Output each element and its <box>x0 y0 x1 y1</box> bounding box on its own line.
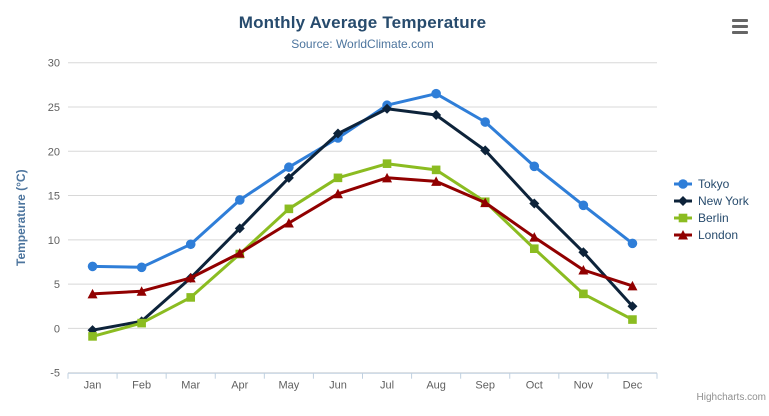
data-point-tokyo[interactable] <box>234 195 245 205</box>
legend-label: Berlin <box>698 210 729 225</box>
y-axis-title: Temperature (°C) <box>14 169 28 266</box>
data-point-new-york[interactable] <box>431 109 442 120</box>
data-point-london[interactable] <box>283 218 294 228</box>
x-axis-tick-label: May <box>278 380 299 392</box>
series-line-new-york[interactable] <box>91 107 634 332</box>
y-axis-tick-label: 20 <box>48 146 60 158</box>
legend-symbol-marker[interactable] <box>678 229 688 240</box>
legend-symbol-marker[interactable] <box>678 178 688 189</box>
y-axis-tick-label: -5 <box>50 368 60 380</box>
data-point-tokyo[interactable] <box>627 238 638 249</box>
legend-label: Tokyo <box>698 176 730 191</box>
data-point-london[interactable] <box>627 280 638 291</box>
data-point-london[interactable] <box>529 232 540 242</box>
x-axis-tick-label: Jul <box>380 380 394 392</box>
data-point-tokyo[interactable] <box>87 261 98 272</box>
hamburger-icon <box>732 25 748 28</box>
data-point-new-york[interactable] <box>332 128 343 139</box>
y-axis-tick-label: 30 <box>48 58 60 70</box>
data-point-new-york[interactable] <box>480 145 491 156</box>
legend-label: New York <box>698 193 749 208</box>
data-point-tokyo[interactable] <box>529 161 540 172</box>
data-point-tokyo[interactable] <box>578 200 589 211</box>
x-axis-tick-label: Oct <box>526 380 543 392</box>
data-point-tokyo[interactable] <box>431 88 441 99</box>
circle-legend-symbol <box>674 178 692 189</box>
x-axis-tick-label: Jan <box>84 380 102 392</box>
data-point-london[interactable] <box>234 248 245 258</box>
data-point-berlin[interactable] <box>431 165 441 175</box>
x-axis-tick-label: Mar <box>181 380 200 392</box>
data-point-london[interactable] <box>431 176 442 186</box>
data-point-tokyo[interactable] <box>185 239 196 250</box>
hamburger-icon <box>732 31 748 34</box>
data-point-berlin[interactable] <box>333 173 343 183</box>
triangle-legend-symbol <box>674 229 692 240</box>
legend-symbol-marker[interactable] <box>678 195 688 206</box>
x-axis-tick-label: Nov <box>574 380 594 392</box>
x-axis-tick-label: Jun <box>329 380 347 392</box>
legend-item-berlin[interactable]: Berlin <box>673 209 749 226</box>
data-point-london[interactable] <box>480 197 491 208</box>
data-point-london[interactable] <box>332 188 343 199</box>
data-point-berlin[interactable] <box>579 289 588 299</box>
data-point-tokyo[interactable] <box>136 262 147 273</box>
series-line-berlin[interactable] <box>91 162 634 338</box>
data-point-new-york[interactable] <box>578 247 589 258</box>
data-point-london[interactable] <box>382 172 393 183</box>
data-point-london[interactable] <box>578 264 589 275</box>
data-point-new-york[interactable] <box>627 301 638 312</box>
data-point-new-york[interactable] <box>234 223 245 234</box>
data-point-tokyo[interactable] <box>284 162 294 173</box>
data-point-london[interactable] <box>185 272 196 283</box>
chart-title: Monthly Average Temperature <box>238 13 487 32</box>
y-axis-tick-label: 0 <box>54 323 60 335</box>
x-axis-tick-label: Feb <box>132 380 151 392</box>
y-axis-tick-label: 15 <box>48 191 60 203</box>
legend-item-tokyo[interactable]: Tokyo <box>673 175 749 192</box>
legend: Tokyo New York Berlin London <box>673 175 749 243</box>
legend-item-new-york[interactable]: New York <box>673 192 749 209</box>
data-point-berlin[interactable] <box>186 293 196 302</box>
legend-label: London <box>698 227 739 242</box>
data-point-new-york[interactable] <box>382 103 393 114</box>
legend-symbol-marker[interactable] <box>678 213 688 222</box>
x-axis-tick-label: Aug <box>426 380 446 392</box>
x-axis-tick-label: Apr <box>231 380 248 392</box>
data-point-new-york[interactable] <box>529 198 540 209</box>
data-point-berlin[interactable] <box>88 332 97 341</box>
square-legend-symbol <box>674 213 692 222</box>
x-axis-tick-label: Dec <box>623 380 643 392</box>
data-point-berlin[interactable] <box>529 244 539 253</box>
chart-subtitle: Source: WorldClimate.com <box>291 37 434 51</box>
data-point-tokyo[interactable] <box>480 117 491 127</box>
hamburger-icon <box>732 19 748 22</box>
x-axis-tick-label: Sep <box>475 380 495 392</box>
data-point-berlin[interactable] <box>382 159 392 168</box>
data-point-london[interactable] <box>87 288 98 299</box>
y-axis-tick-label: 25 <box>48 102 60 114</box>
diamond-legend-symbol <box>674 195 692 206</box>
legend-item-london[interactable]: London <box>673 226 749 243</box>
credits-link[interactable]: Highcharts.com <box>696 392 766 403</box>
y-axis-tick-label: 5 <box>54 279 60 291</box>
y-axis-tick-label: 10 <box>48 235 60 247</box>
data-point-berlin[interactable] <box>628 315 637 324</box>
data-point-new-york[interactable] <box>283 172 294 183</box>
series-line-london[interactable] <box>91 176 634 296</box>
data-point-london[interactable] <box>136 286 147 296</box>
data-point-berlin[interactable] <box>284 204 294 214</box>
export-menu-button[interactable] <box>732 19 750 34</box>
data-point-berlin[interactable] <box>137 318 146 328</box>
